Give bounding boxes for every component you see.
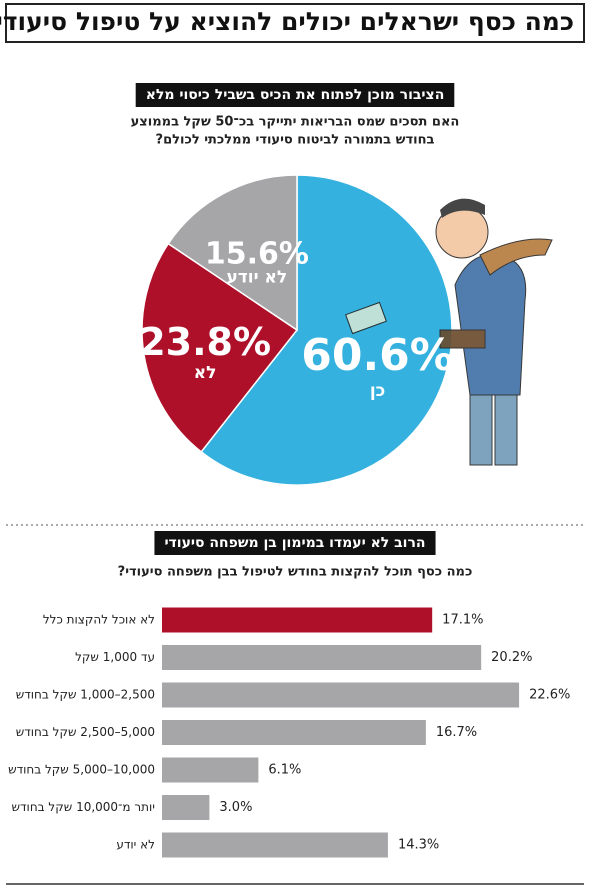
category-label: לא יודע	[116, 838, 155, 852]
subtitle: כמה כסף תוכל להקצות בחודש לטיפול בבן משפ…	[118, 565, 473, 580]
value-label: 3.0%	[219, 800, 252, 815]
category-label: עד 1,000 שקל	[75, 650, 155, 664]
pie-slice	[141, 242, 299, 453]
bar	[162, 645, 482, 670]
pie-slice	[167, 174, 298, 332]
category-label: 2,500–1,000 שקל בחודש	[16, 688, 155, 702]
bar	[162, 832, 388, 858]
subtitle: בחודש בתמורה לביטוח סיעודי ממלכתי לכולם?	[156, 133, 435, 148]
slice-category-label: לא יודע	[226, 267, 287, 287]
subtitle: האם תסכים שמס הבריאות יתייקר בכ־50 שקל ב…	[131, 115, 460, 130]
value-label: 6.1%	[268, 763, 301, 778]
bar	[162, 795, 210, 820]
slice-value-label: 60.6%	[301, 330, 454, 381]
slice-category-label: כן	[370, 381, 385, 401]
pie-slices	[141, 174, 453, 486]
slice-category-label: לא	[194, 363, 217, 383]
category-label: לא אוכל להקצות כלל	[43, 613, 155, 627]
value-label: 22.6%	[529, 688, 570, 703]
section-title-box	[154, 531, 436, 555]
illustration	[345, 198, 553, 466]
bar	[162, 607, 433, 633]
header-frame	[5, 3, 585, 43]
bar	[162, 682, 520, 708]
category-label: 10,000–5,000 שקל בחודש	[8, 763, 155, 777]
category-label: יותר מ־10,000 שקל בחודש	[12, 800, 156, 814]
bar	[162, 757, 259, 783]
section-title: הציבור מוכן לפתוח את הכיס בשביל כיסוי מל…	[146, 87, 445, 103]
slice-value-label: 15.6%	[205, 236, 309, 271]
value-label: 14.3%	[398, 838, 439, 853]
bar	[162, 720, 426, 745]
slice-value-label: 23.8%	[139, 320, 271, 364]
category-label: 5,000–2,500 שקל בחודש	[16, 725, 155, 739]
value-label: 17.1%	[442, 613, 483, 628]
section-title-box	[135, 83, 455, 107]
section-title: הרוב לא יעמדו במימון בן משפחה סיעודי	[164, 535, 425, 551]
main-title: כמה כסף ישראלים יכולים להוציא על טיפול ס…	[0, 7, 574, 36]
pie-slice	[200, 174, 453, 486]
value-label: 16.7%	[436, 725, 477, 740]
value-label: 20.2%	[491, 650, 532, 665]
